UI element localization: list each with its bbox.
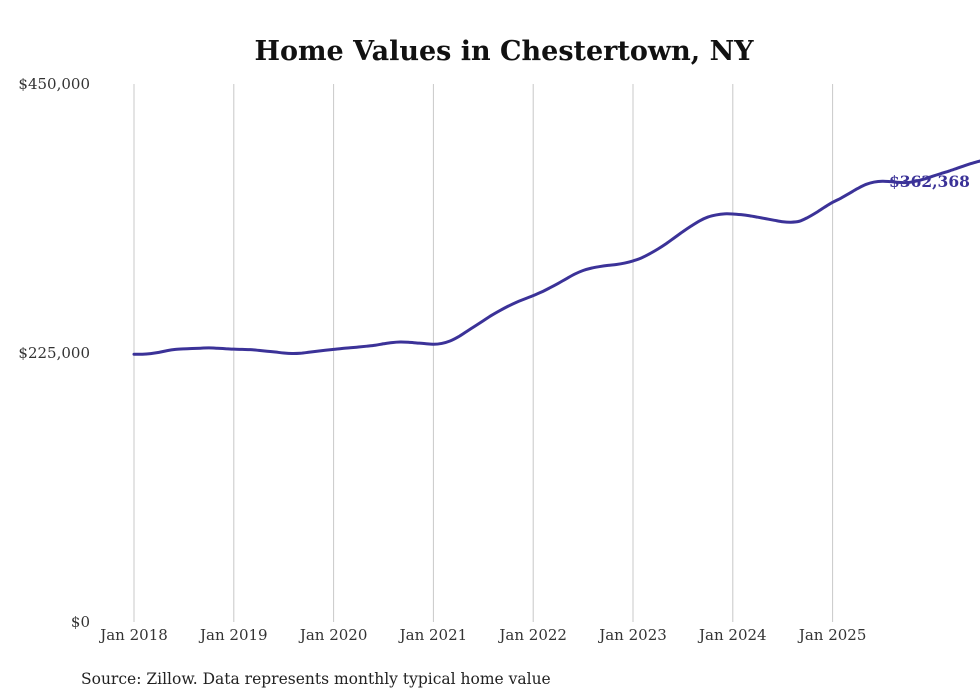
- x-tick-label: Jan 2024: [697, 626, 767, 644]
- y-axis-ticks: $0 $225,000 $450,000: [18, 75, 90, 631]
- x-tick-label: Jan 2022: [497, 626, 567, 644]
- y-tick-label: $450,000: [18, 75, 90, 93]
- home-value-series-line: [132, 159, 980, 356]
- y-tick-label: $225,000: [18, 344, 90, 362]
- gridlines: [133, 84, 834, 622]
- source-note: Source: Zillow. Data represents monthly …: [81, 670, 551, 688]
- x-tick-label: Jan 2023: [597, 626, 667, 644]
- x-tick-label: Jan 2020: [298, 626, 368, 644]
- latest-value-label: $362,368: [889, 172, 970, 191]
- x-tick-label: Jan 2018: [98, 626, 168, 644]
- x-axis-ticks: Jan 2018 Jan 2019 Jan 2020 Jan 2021 Jan 2022…: [98, 626, 866, 644]
- x-tick-label: Jan 2025: [797, 626, 867, 644]
- y-tick-label: $0: [71, 613, 90, 631]
- x-tick-label: Jan 2019: [198, 626, 268, 644]
- x-tick-label: Jan 2021: [398, 626, 468, 644]
- chart-title: Home Values in Chestertown, NY: [254, 36, 754, 67]
